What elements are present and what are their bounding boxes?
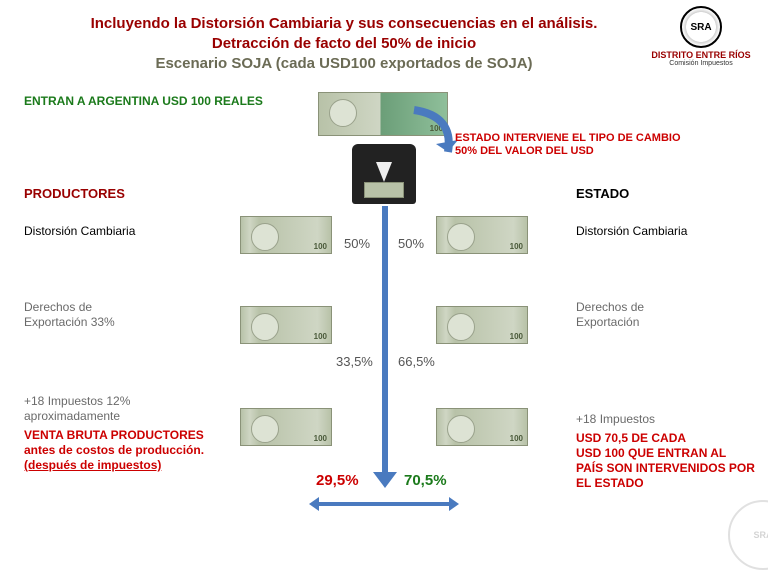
r1-pct-left: 50%	[344, 236, 370, 251]
center-down-arrow-icon	[382, 206, 388, 474]
title-line-1: Incluyendo la Distorsión Cambiaria y sus…	[40, 14, 648, 34]
col-header-estado: ESTADO	[576, 186, 629, 201]
r2-pct-left: 33,5%	[336, 354, 373, 369]
r3-right-a: +18 Impuestos	[576, 412, 756, 427]
logo-district: DISTRITO ENTRE RÍOS	[646, 50, 756, 60]
r2-pct-right: 66,5%	[398, 354, 435, 369]
intervene-line-1: ESTADO INTERVIENE EL TIPO DE CAMBIO	[455, 132, 695, 145]
horizontal-arrow-icon	[318, 502, 450, 506]
intervene-label: ESTADO INTERVIENE EL TIPO DE CAMBIO 50% …	[455, 132, 695, 158]
r1-right-label: Distorsión Cambiaria	[576, 224, 687, 239]
scenario-subtitle: Escenario SOJA (cada USD100 exportados d…	[40, 55, 648, 72]
r3-left-b1: VENTA BRUTA PRODUCTORES antes de costos …	[24, 428, 214, 458]
r2-left-label: Derechos de Exportación 33%	[24, 300, 154, 330]
r3-left-b2: (después de impuestos)	[24, 458, 214, 473]
r1-left-label: Distorsión Cambiaria	[24, 224, 135, 239]
col-header-productores: PRODUCTORES	[24, 186, 125, 201]
r3-right-b2: USD 100 QUE ENTRAN AL PAÍS SON INTERVENI…	[576, 446, 756, 491]
logo-seal: SRA	[680, 6, 722, 48]
r3-right-block: +18 Impuestos USD 70,5 DE CADA USD 100 Q…	[576, 412, 756, 491]
org-logo: SRA DISTRITO ENTRE RÍOS Comisión Impuest…	[646, 6, 756, 67]
bill-r1-right	[436, 216, 528, 254]
r3-left-block: +18 Impuestos 12% aproximadamente VENTA …	[24, 394, 214, 473]
entry-label: ENTRAN A ARGENTINA USD 100 REALES	[24, 94, 263, 108]
logo-initials: SRA	[690, 22, 711, 33]
bill-r3-right	[436, 408, 528, 446]
r3-left-a: +18 Impuestos 12% aproximadamente	[24, 394, 214, 424]
hands-cash-icon	[364, 182, 404, 198]
intervene-line-2: 50% DEL VALOR DEL USD	[455, 145, 695, 158]
bill-r2-left	[240, 306, 332, 344]
r2-right-label: Derechos de Exportación	[576, 300, 706, 330]
title-line-2: Detracción de facto del 50% de inicio	[40, 34, 648, 54]
bill-r3-left	[240, 408, 332, 446]
final-pct-right: 70,5%	[404, 472, 447, 489]
r1-pct-right: 50%	[398, 236, 424, 251]
final-pct-left: 29,5%	[316, 472, 359, 489]
r3-right-b1: USD 70,5 DE CADA	[576, 431, 756, 446]
bill-r2-right	[436, 306, 528, 344]
watermark-seal: SRA	[728, 500, 768, 570]
logo-subtitle: Comisión Impuestos	[646, 60, 756, 67]
bill-r1-left	[240, 216, 332, 254]
